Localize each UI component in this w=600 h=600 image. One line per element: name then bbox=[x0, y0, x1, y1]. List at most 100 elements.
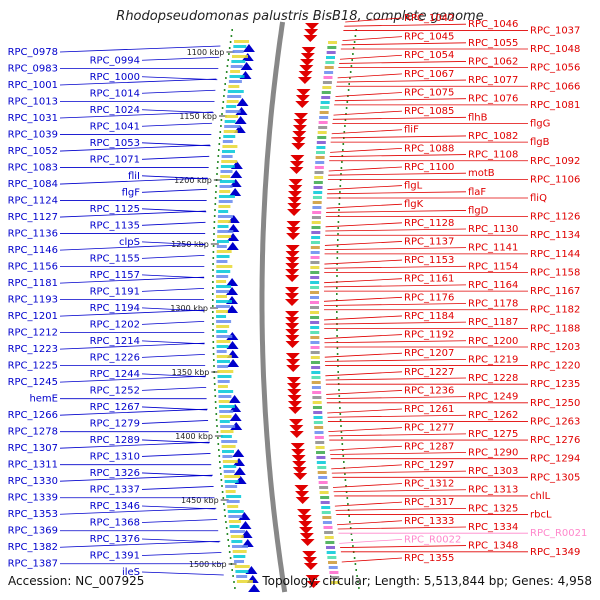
feature-block bbox=[310, 346, 320, 349]
gene-label-left: RPC_1136 bbox=[8, 229, 58, 240]
feature-block bbox=[311, 231, 321, 234]
feature-block bbox=[225, 490, 236, 493]
feature-block bbox=[225, 485, 238, 488]
forward-gene-arrow bbox=[287, 395, 302, 402]
gene-label-left: RPC_1289 bbox=[90, 435, 140, 446]
feature-block bbox=[218, 400, 230, 403]
gene-leader-line bbox=[324, 241, 403, 246]
feature-block bbox=[330, 576, 340, 579]
feature-block bbox=[310, 266, 320, 269]
gene-label-right: RPC_1275 bbox=[468, 429, 518, 440]
forward-gene-arrow bbox=[305, 575, 320, 582]
gene-label-left: RPC_0983 bbox=[8, 64, 58, 75]
gene-label-left: RPC_1382 bbox=[8, 542, 58, 553]
feature-block bbox=[327, 46, 337, 49]
gene-leader-line bbox=[327, 185, 403, 190]
reverse-gene-arrow bbox=[229, 413, 242, 421]
feature-block bbox=[322, 521, 332, 524]
feature-block bbox=[216, 280, 227, 283]
gene-leader-line bbox=[345, 17, 403, 23]
feature-block bbox=[314, 166, 324, 169]
gene-label-right: RPC_1158 bbox=[530, 267, 580, 278]
feature-block bbox=[235, 570, 249, 573]
feature-block bbox=[310, 311, 320, 314]
gene-label-left: RPC_1212 bbox=[8, 328, 58, 339]
gene-label-left: RPC_1053 bbox=[90, 138, 140, 149]
feature-block bbox=[232, 55, 249, 58]
gene-leader-line bbox=[327, 191, 467, 195]
gene-leader-line bbox=[324, 278, 403, 284]
gene-leader-line bbox=[333, 489, 467, 493]
gene-leader-line bbox=[141, 387, 207, 391]
gene-label-right: RPC_1277 bbox=[404, 423, 454, 434]
feature-block bbox=[217, 230, 234, 233]
gene-label-left: RPC_1346 bbox=[90, 501, 140, 512]
forward-gene-arrow bbox=[292, 131, 307, 138]
forward-gene-arrow bbox=[286, 359, 301, 366]
feature-block bbox=[232, 550, 247, 553]
feature-block bbox=[216, 330, 228, 333]
gene-leader-line bbox=[328, 172, 467, 176]
gene-label-right: RPC_1261 bbox=[404, 404, 454, 415]
feature-block bbox=[221, 440, 238, 443]
gene-label-right: RPC_1130 bbox=[468, 224, 518, 235]
gene-leader-line bbox=[141, 453, 211, 457]
gene-label-left: hemE bbox=[29, 394, 58, 405]
gene-label-left: RPC_1127 bbox=[8, 212, 58, 223]
forward-gene-arrow bbox=[292, 461, 307, 468]
feature-block bbox=[216, 290, 230, 293]
feature-block bbox=[222, 140, 233, 143]
gene-label-right: RPC_1046 bbox=[468, 19, 518, 30]
gene-label-right: RPC_1137 bbox=[404, 236, 454, 247]
feature-block bbox=[217, 385, 228, 388]
forward-gene-arrow bbox=[299, 527, 314, 534]
gene-leader-line bbox=[326, 396, 467, 400]
feature-block bbox=[310, 331, 320, 334]
gene-label-left: RPC_1330 bbox=[8, 476, 58, 487]
gene-label-right: RPC_1200 bbox=[468, 336, 518, 347]
feature-block bbox=[320, 501, 330, 504]
scale-label: 1450 kbp bbox=[181, 496, 219, 505]
gene-leader-line bbox=[331, 135, 467, 139]
feature-block bbox=[216, 305, 231, 308]
gene-leader-line bbox=[331, 129, 403, 135]
gene-leader-line bbox=[324, 315, 403, 321]
reverse-gene-arrow bbox=[229, 179, 242, 187]
feature-block bbox=[330, 581, 340, 584]
gene-label-right: RPC_1220 bbox=[530, 361, 580, 372]
gene-label-right: RPC_1100 bbox=[404, 162, 454, 173]
feature-block bbox=[310, 286, 320, 289]
feature-block bbox=[314, 176, 324, 179]
feature-block bbox=[310, 256, 320, 259]
forward-gene-arrow bbox=[305, 23, 320, 30]
feature-block bbox=[310, 291, 320, 294]
forward-gene-arrow bbox=[285, 299, 300, 306]
gene-label-right: flaF bbox=[468, 187, 486, 198]
feature-block bbox=[316, 456, 326, 459]
gene-label-left: RPC_1041 bbox=[90, 121, 140, 132]
forward-gene-arrow bbox=[300, 59, 315, 66]
feature-block bbox=[227, 95, 242, 98]
feature-block bbox=[310, 281, 320, 284]
gene-leader-line bbox=[141, 89, 216, 94]
gene-label-left: RPC_1084 bbox=[8, 179, 58, 190]
feature-block bbox=[311, 376, 321, 379]
gene-label-left: RPC_1024 bbox=[90, 105, 140, 116]
feature-block bbox=[319, 111, 329, 114]
gene-leader-line bbox=[339, 54, 403, 60]
forward-gene-arrow bbox=[296, 509, 311, 516]
feature-block bbox=[216, 270, 231, 273]
gene-label-left: RPC_1052 bbox=[8, 146, 58, 157]
gene-leader-line bbox=[59, 441, 210, 449]
forward-gene-arrow bbox=[285, 287, 300, 294]
forward-gene-arrow bbox=[287, 209, 302, 216]
feature-block bbox=[216, 360, 230, 363]
gene-leader-line bbox=[328, 433, 467, 437]
scale-label: 1350 kbp bbox=[172, 368, 210, 377]
gene-label-left: RPC_1031 bbox=[8, 113, 58, 124]
gene-leader-line bbox=[326, 210, 467, 213]
gene-leader-line bbox=[337, 73, 403, 79]
gene-leader-line bbox=[328, 166, 403, 172]
reverse-gene-arrow bbox=[226, 278, 239, 286]
forward-gene-arrow bbox=[297, 77, 312, 84]
